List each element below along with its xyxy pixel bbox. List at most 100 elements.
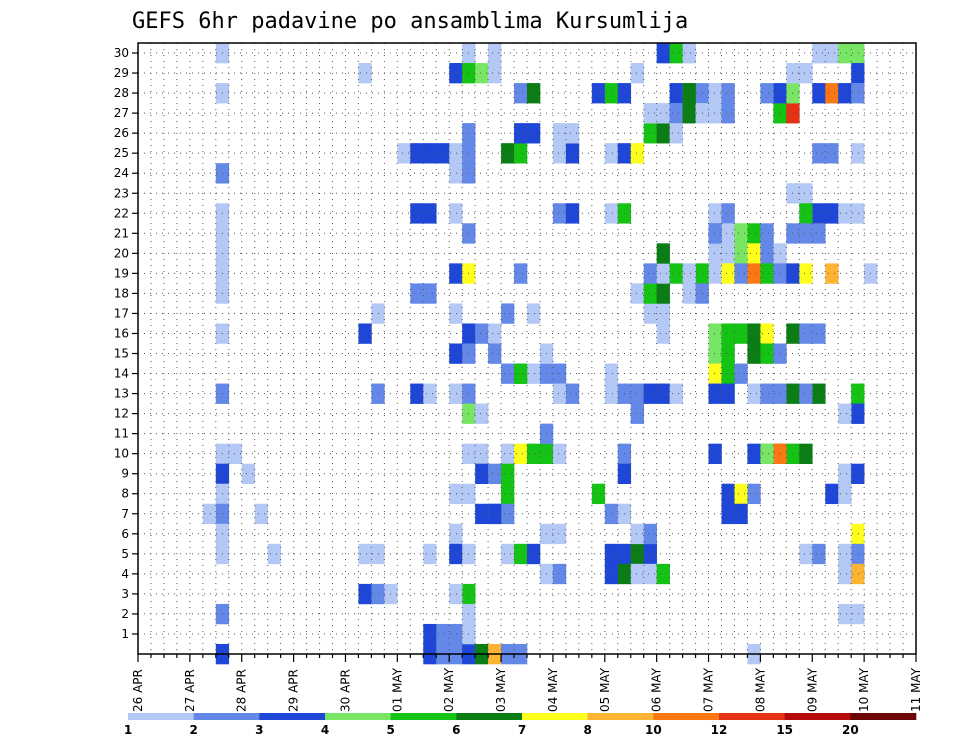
heatmap-cell	[669, 123, 683, 144]
heatmap-cell	[643, 543, 657, 565]
heatmap-cell	[501, 143, 515, 164]
x-tick-label: 02 MAY	[442, 667, 456, 712]
heatmap-cell	[760, 343, 774, 364]
heatmap-cell	[552, 523, 567, 545]
y-tick-label: 17	[114, 306, 129, 320]
x-tick-label: 30 APR	[338, 669, 352, 712]
heatmap-cell	[708, 83, 722, 104]
heatmap-cell	[527, 83, 541, 104]
y-tick-label: 16	[114, 326, 129, 340]
y-tick-label: 9	[121, 467, 129, 481]
heatmap-cell	[656, 43, 670, 64]
heatmap-cell	[630, 143, 644, 164]
heatmap-cell	[825, 483, 839, 505]
heatmap-cell	[384, 583, 398, 605]
heatmap-cell	[449, 63, 463, 84]
heatmap-cell	[838, 83, 852, 104]
heatmap-cell	[358, 63, 372, 84]
heatmap-cell	[812, 43, 826, 64]
heatmap-cell	[604, 83, 619, 104]
heatmap-cell	[799, 443, 813, 464]
heatmap-cell	[449, 543, 463, 565]
heatmap-cell	[423, 543, 437, 565]
heatmap-cell	[760, 443, 774, 464]
colorbar-label: 12	[711, 723, 728, 737]
heatmap-cell	[851, 563, 865, 585]
heatmap-cell	[669, 263, 683, 284]
heatmap-cell	[552, 143, 567, 164]
heatmap-cell	[669, 83, 683, 104]
heatmap-cell	[475, 323, 489, 344]
heatmap-cell	[449, 143, 463, 164]
heatmap-cell	[436, 143, 450, 164]
heatmap-cell	[501, 543, 515, 565]
heatmap-cell	[565, 383, 580, 404]
y-tick-label: 7	[121, 507, 129, 521]
y-tick-label: 13	[114, 387, 129, 401]
heatmap-cell	[825, 263, 839, 284]
x-tick-label: 06 MAY	[650, 667, 664, 712]
heatmap-cell	[449, 163, 463, 184]
heatmap-cell	[423, 143, 437, 164]
heatmap-cell	[643, 563, 657, 585]
heatmap-cell	[630, 283, 644, 304]
heatmap-cell	[734, 503, 748, 525]
heatmap-cell	[760, 223, 774, 244]
heatmap-cell	[604, 383, 619, 404]
heatmap-cell	[552, 383, 567, 404]
heatmap-cell	[604, 143, 619, 164]
heatmap-cell	[643, 303, 657, 324]
y-tick-label: 20	[114, 246, 129, 260]
heatmap-cell	[682, 283, 696, 304]
heatmap-cell	[449, 623, 463, 645]
heatmap-cell	[734, 483, 748, 505]
heatmap-cell	[423, 623, 437, 645]
heatmap-cell	[747, 323, 761, 344]
heatmap-cell	[449, 483, 463, 505]
heatmap-cell	[552, 363, 567, 384]
colorbar-swatch	[128, 713, 194, 720]
heatmap-cell	[552, 123, 567, 144]
x-tick-label: 27 APR	[183, 669, 197, 712]
heatmap-cell	[643, 283, 657, 304]
colorbar-swatch	[587, 713, 654, 720]
heatmap-cell	[851, 543, 865, 565]
heatmap-cell	[734, 263, 748, 284]
heatmap-cell	[527, 123, 541, 144]
heatmap-cell	[449, 263, 463, 284]
y-tick-label: 18	[114, 286, 129, 300]
heatmap-cell	[514, 263, 528, 284]
heatmap-cell	[747, 443, 761, 464]
x-tick-label: 05 MAY	[598, 667, 612, 712]
heatmap-cell	[760, 383, 774, 404]
heatmap-cell	[604, 203, 619, 224]
y-tick-label: 19	[114, 266, 129, 280]
y-tick-label: 2	[121, 607, 129, 621]
heatmap-cell	[682, 103, 696, 124]
heatmap-cell	[514, 83, 528, 104]
heatmap-cell	[721, 83, 735, 104]
heatmap-cell	[410, 383, 424, 404]
heatmap-cell	[604, 563, 619, 585]
y-tick-label: 26	[114, 126, 129, 140]
y-tick-label: 10	[114, 447, 129, 461]
heatmap-cell	[708, 443, 722, 464]
colorbar-label: 1	[124, 723, 132, 737]
heatmap-cell	[488, 503, 502, 525]
heatmap-cell	[656, 263, 670, 284]
heatmap-cell	[552, 443, 567, 464]
heatmap-cell	[656, 283, 670, 304]
heatmap-cell	[565, 203, 580, 224]
heatmap-cell	[760, 263, 774, 284]
heatmap-cell	[202, 503, 217, 525]
heatmap-cell	[630, 383, 644, 404]
heatmap-cell	[488, 343, 502, 364]
heatmap-cell	[604, 543, 619, 565]
heatmap-cell	[851, 463, 865, 485]
heatmap-cell	[423, 283, 437, 304]
x-tick-label: 28 APR	[235, 669, 249, 712]
heatmap-cell	[682, 83, 696, 104]
y-tick-label: 21	[114, 226, 129, 240]
heatmap-cell	[799, 183, 813, 204]
heatmap-cell	[799, 323, 813, 344]
